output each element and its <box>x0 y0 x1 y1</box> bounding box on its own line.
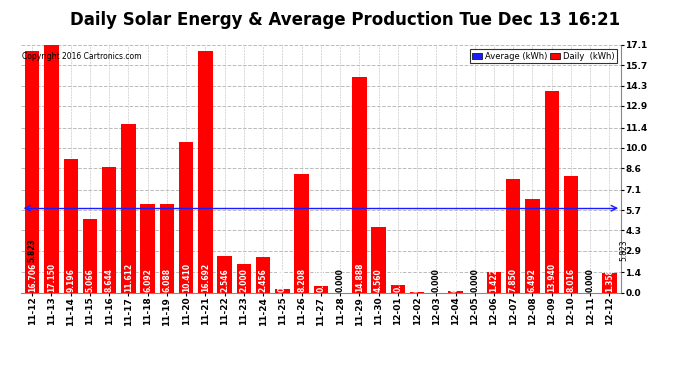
Text: Daily Solar Energy & Average Production Tue Dec 13 16:21: Daily Solar Energy & Average Production … <box>70 11 620 29</box>
Bar <box>506 179 520 292</box>
Bar <box>448 291 463 292</box>
Text: 17.150: 17.150 <box>47 262 56 292</box>
Text: 16.706: 16.706 <box>28 262 37 292</box>
Text: 13.940: 13.940 <box>547 262 556 292</box>
Bar <box>256 257 270 292</box>
Text: 5.066: 5.066 <box>86 268 95 292</box>
Text: 1.422: 1.422 <box>489 268 498 292</box>
Text: 8.208: 8.208 <box>297 268 306 292</box>
Text: 2.456: 2.456 <box>259 268 268 292</box>
Bar <box>602 273 617 292</box>
Text: 0.000: 0.000 <box>335 268 344 292</box>
Text: 6.492: 6.492 <box>528 268 537 292</box>
Bar <box>371 226 386 292</box>
Text: Copyright 2016 Cartronics.com: Copyright 2016 Cartronics.com <box>22 53 141 62</box>
Bar <box>102 167 117 292</box>
Text: 2.546: 2.546 <box>220 268 229 292</box>
Bar <box>275 290 290 292</box>
Text: 8.016: 8.016 <box>566 268 575 292</box>
Text: 8.644: 8.644 <box>105 268 114 292</box>
Text: 0.000: 0.000 <box>586 268 595 292</box>
Bar <box>44 44 59 292</box>
Text: 5.823: 5.823 <box>28 238 37 262</box>
Bar <box>179 142 193 292</box>
Bar <box>83 219 97 292</box>
Bar <box>198 51 213 292</box>
Bar <box>141 204 155 292</box>
Text: 4.560: 4.560 <box>374 268 383 292</box>
Bar <box>352 77 366 292</box>
Text: 0.000: 0.000 <box>432 268 441 292</box>
Text: 10.410: 10.410 <box>181 262 190 292</box>
Text: 1.358: 1.358 <box>605 268 614 292</box>
Bar <box>564 177 578 292</box>
Text: 0.416: 0.416 <box>316 268 326 292</box>
Bar <box>391 285 405 292</box>
Text: 7.850: 7.850 <box>509 268 518 292</box>
Bar <box>121 124 136 292</box>
Text: 2.000: 2.000 <box>239 268 248 292</box>
Bar <box>217 256 232 292</box>
Bar <box>159 204 174 292</box>
Text: 9.196: 9.196 <box>66 268 75 292</box>
Text: 0.500: 0.500 <box>393 268 402 292</box>
Bar <box>487 272 501 292</box>
Text: 0.060: 0.060 <box>413 268 422 292</box>
Text: 0.096: 0.096 <box>451 268 460 292</box>
Bar <box>295 174 309 292</box>
Text: 5.823: 5.823 <box>620 240 629 261</box>
Text: 16.692: 16.692 <box>201 262 210 292</box>
Bar <box>63 159 78 292</box>
Text: 6.088: 6.088 <box>162 268 171 292</box>
Legend: Average (kWh), Daily  (kWh): Average (kWh), Daily (kWh) <box>469 49 617 63</box>
Text: 0.214: 0.214 <box>278 268 287 292</box>
Text: 0.000: 0.000 <box>471 268 480 292</box>
Text: 14.888: 14.888 <box>355 262 364 292</box>
Bar <box>525 198 540 292</box>
Bar <box>544 91 559 292</box>
Text: 6.092: 6.092 <box>144 268 152 292</box>
Bar <box>314 286 328 292</box>
Bar <box>237 264 251 292</box>
Text: 11.612: 11.612 <box>124 262 133 292</box>
Bar <box>25 51 39 292</box>
